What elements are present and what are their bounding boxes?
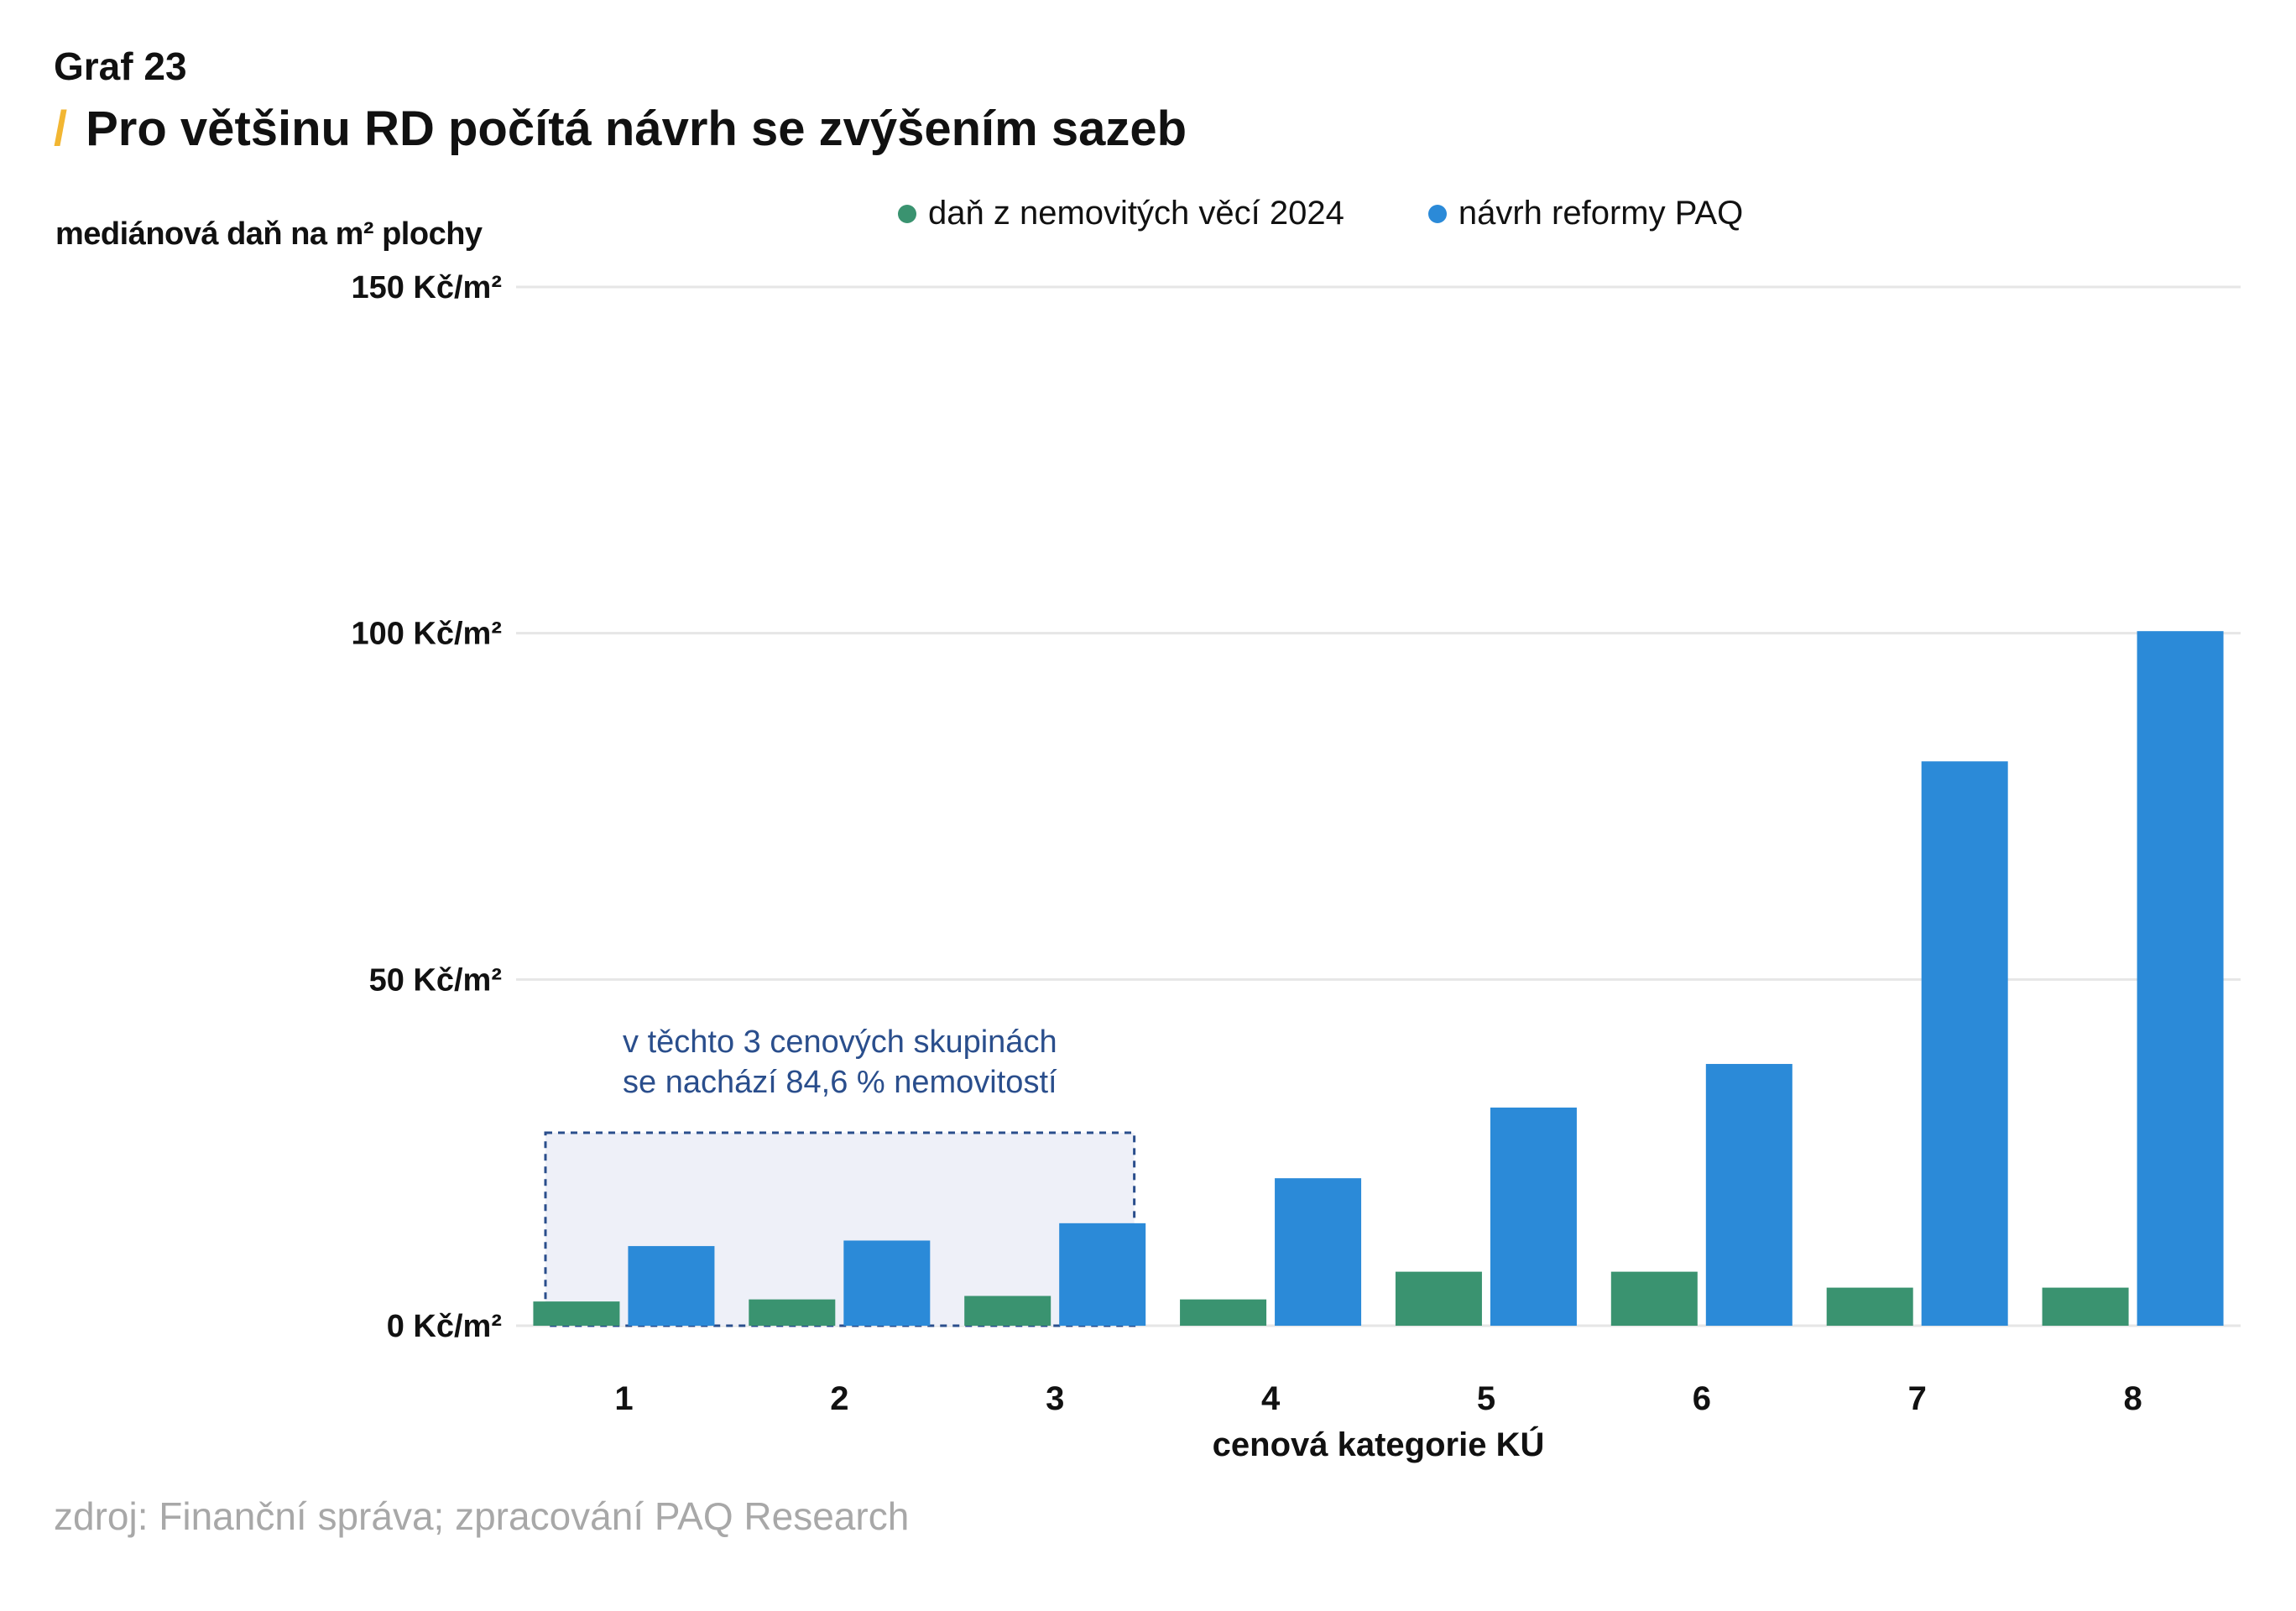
- chart-title: / Pro většinu RD počítá návrh se zvýšením…: [54, 101, 1187, 157]
- y-tick-label: 50 Kč/m²: [369, 962, 502, 998]
- y-tick-label: 150 Kč/m²: [351, 270, 502, 305]
- bar-2024: [749, 1299, 836, 1326]
- bar-paq: [843, 1240, 931, 1326]
- bar-paq: [2137, 631, 2224, 1326]
- bar-paq: [1059, 1223, 1146, 1326]
- bar-2024: [1180, 1299, 1267, 1326]
- bar-paq: [1705, 1064, 1792, 1326]
- x-tick-label: 6: [1693, 1380, 1711, 1417]
- y-axis-title: mediánová daň na m² plochy: [55, 216, 483, 252]
- legend-label-2024: daň z nemovitých věcí 2024: [928, 195, 1344, 232]
- legend-dot-green: [898, 204, 916, 223]
- x-tick-label: 5: [1477, 1380, 1495, 1417]
- annotation-text: se nachází 84,6 % nemovitostí: [623, 1065, 1057, 1100]
- chart-number: Graf 23: [54, 44, 187, 88]
- bar-paq: [1490, 1108, 1577, 1326]
- x-tick-label: 1: [614, 1380, 633, 1417]
- x-tick-label: 2: [830, 1380, 848, 1417]
- bar-paq: [628, 1246, 715, 1326]
- bar-2024: [1395, 1271, 1482, 1326]
- legend: daň z nemovitých věcí 2024 návrh reformy…: [898, 195, 1743, 232]
- bar-2024: [2042, 1287, 2129, 1326]
- bar-2024: [533, 1301, 620, 1326]
- x-axis-title: cenová kategorie KÚ: [1213, 1425, 1545, 1463]
- legend-label-paq: návrh reformy PAQ: [1458, 195, 1744, 232]
- y-tick-label: 100 Kč/m²: [351, 617, 502, 652]
- x-tick-label: 4: [1261, 1380, 1281, 1417]
- title-slash-accent: /: [54, 102, 68, 156]
- legend-item-paq: návrh reformy PAQ: [1427, 195, 1744, 232]
- x-tick-label: 8: [2123, 1380, 2142, 1417]
- x-tick-label: 3: [1046, 1380, 1064, 1417]
- bar-2024: [964, 1296, 1051, 1326]
- y-tick-label: 0 Kč/m²: [387, 1309, 502, 1344]
- annotation-text: v těchto 3 cenových skupinách: [623, 1024, 1057, 1060]
- source-note: zdroj: Finanční správa; zpracování PAQ R…: [54, 1494, 910, 1538]
- legend-item-2024: daň z nemovitých věcí 2024: [898, 195, 1344, 232]
- legend-dot-blue: [1427, 204, 1447, 223]
- bar-paq: [1921, 761, 2008, 1326]
- bar-2024: [1610, 1271, 1698, 1326]
- title-text: Pro většinu RD počítá návrh se zvýšením …: [86, 102, 1187, 156]
- x-tick-label: 7: [1908, 1380, 1927, 1417]
- bar-paq: [1275, 1178, 1362, 1326]
- bar-2024: [1826, 1287, 1913, 1326]
